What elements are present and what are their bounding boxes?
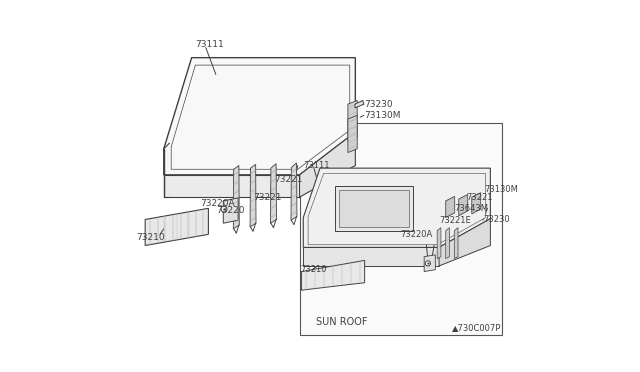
Text: 73111: 73111 [195,40,224,49]
Text: 73220: 73220 [216,206,245,215]
Polygon shape [250,164,256,227]
Polygon shape [472,193,481,214]
Text: 73220A: 73220A [401,230,433,239]
Polygon shape [348,100,357,141]
Text: SUN ROOF: SUN ROOF [316,317,368,327]
Text: ▲730C007P: ▲730C007P [452,323,501,332]
Polygon shape [348,115,357,153]
Polygon shape [164,175,300,197]
Polygon shape [445,196,454,218]
Text: 73130M: 73130M [484,185,518,194]
Polygon shape [437,228,441,259]
Text: 73210: 73210 [301,265,327,274]
Polygon shape [335,186,413,231]
Text: 73221: 73221 [466,193,493,202]
Text: 73230: 73230 [364,100,392,109]
Circle shape [221,206,227,212]
Polygon shape [339,190,410,227]
Polygon shape [459,195,468,216]
Text: 73221E: 73221E [439,216,471,225]
Polygon shape [291,163,297,220]
Text: 73643M: 73643M [454,204,488,213]
Text: 73220A: 73220A [200,199,235,208]
Polygon shape [303,168,490,247]
Text: 73111: 73111 [303,161,330,170]
Circle shape [425,261,431,266]
Polygon shape [439,219,490,266]
Polygon shape [308,173,486,245]
Text: 73130M: 73130M [364,111,401,120]
Polygon shape [164,58,355,175]
Polygon shape [145,208,209,246]
Polygon shape [303,247,439,266]
Polygon shape [223,198,238,223]
Polygon shape [424,255,435,272]
Polygon shape [301,260,365,290]
Polygon shape [234,166,239,229]
Bar [300,123,502,335]
Text: 73221: 73221 [253,193,282,202]
Polygon shape [454,228,458,259]
Text: 73230: 73230 [484,215,510,224]
Polygon shape [355,100,364,108]
Polygon shape [300,132,355,197]
Text: 73221: 73221 [274,175,303,184]
Polygon shape [172,65,349,169]
Polygon shape [271,164,276,223]
Polygon shape [445,228,449,259]
Text: 73210: 73210 [136,233,165,242]
